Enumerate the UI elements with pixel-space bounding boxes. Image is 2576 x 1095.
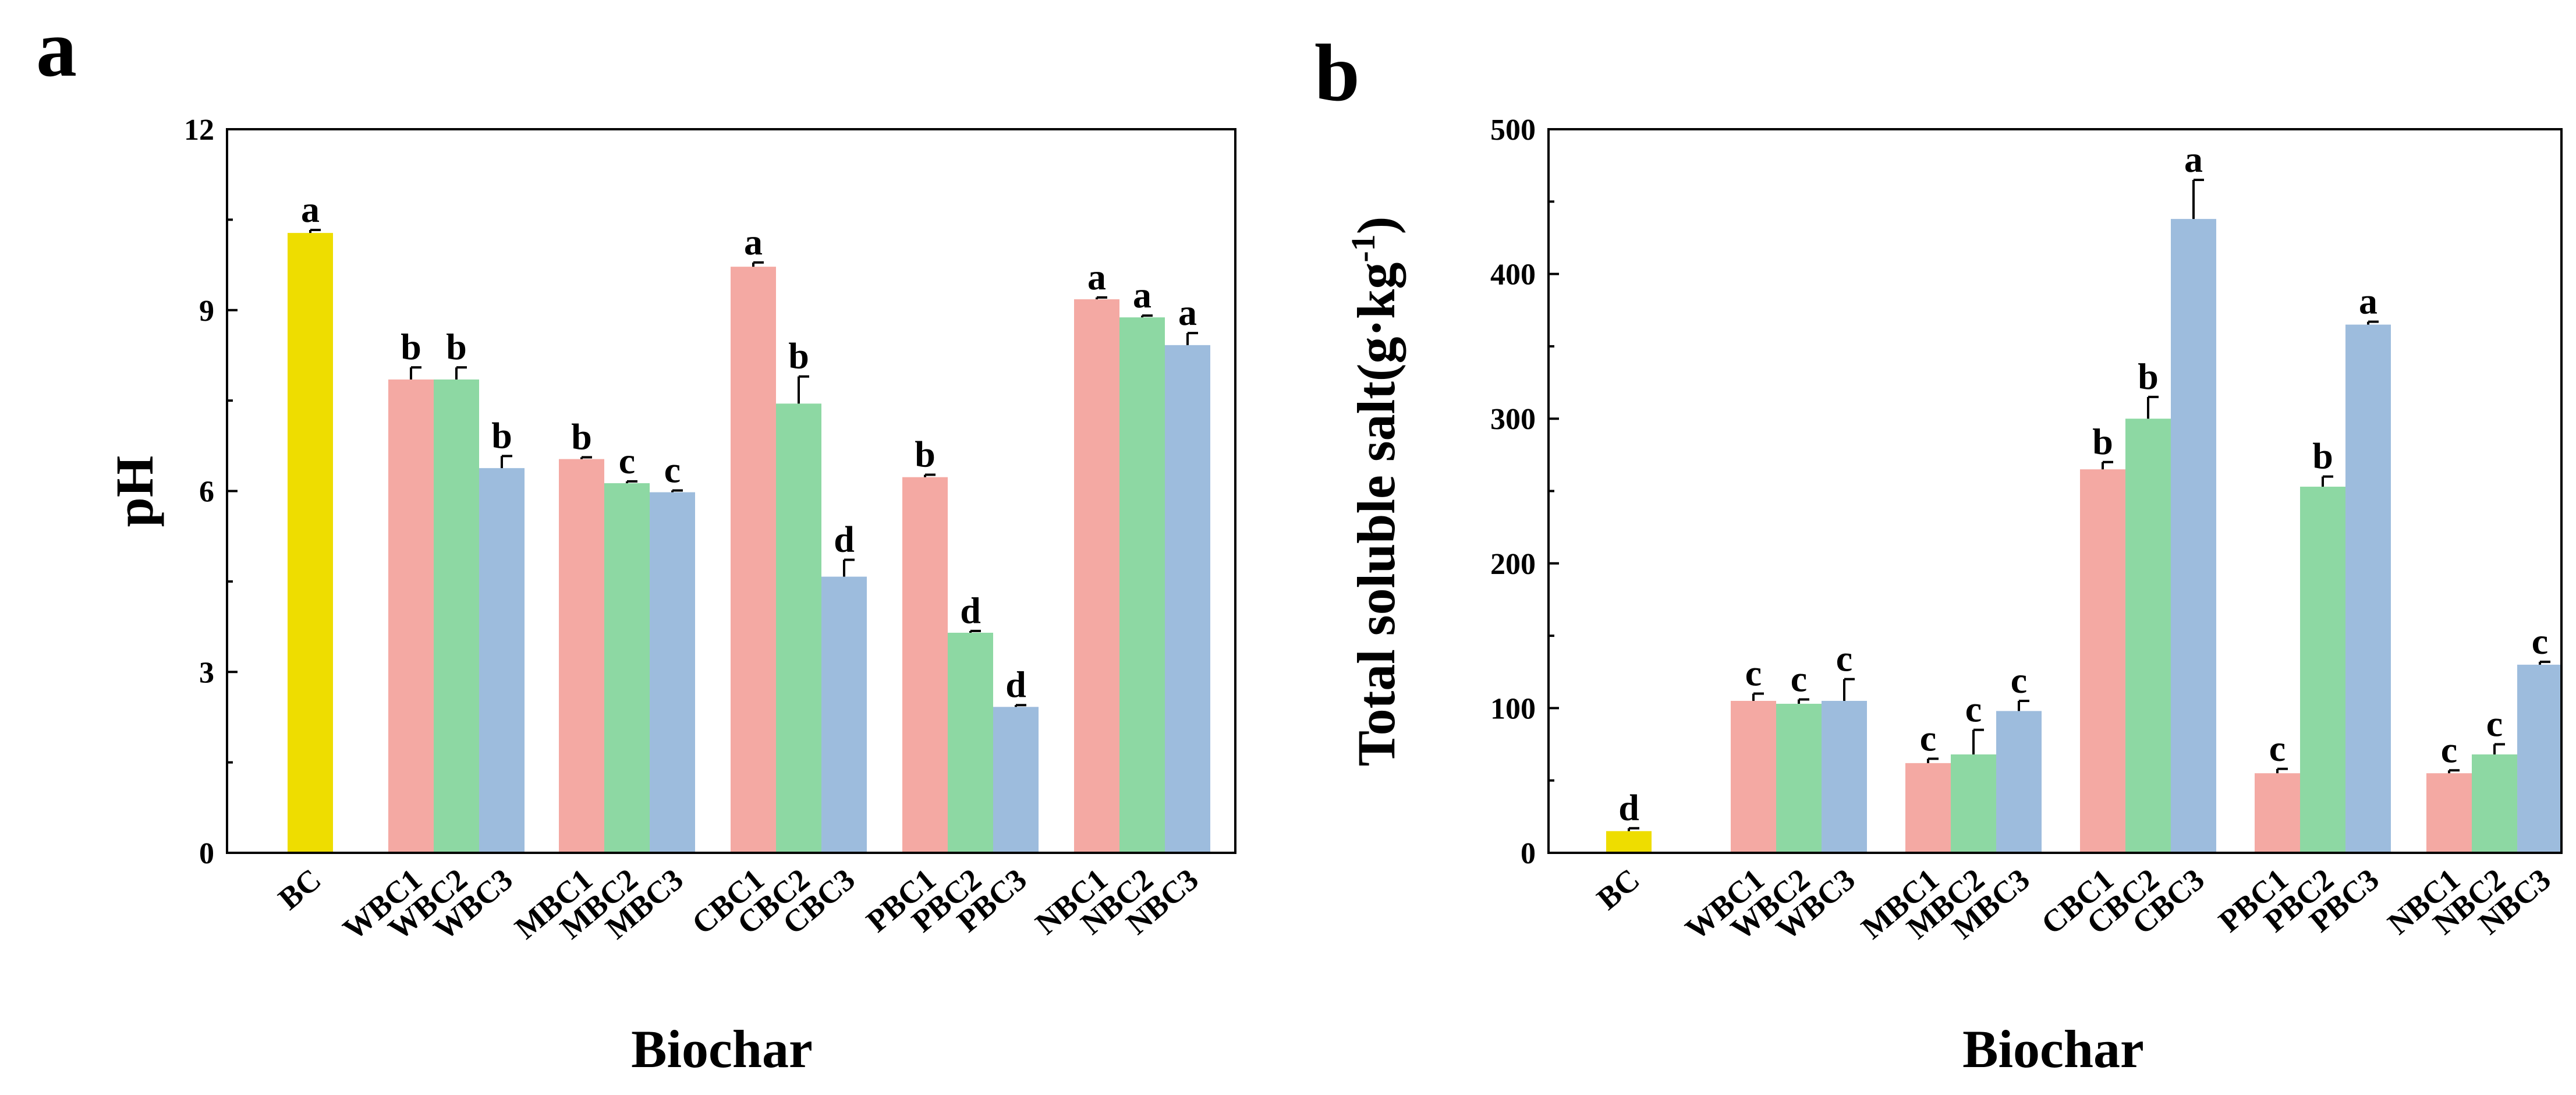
panel-b-sig-letter-wbc2: c (1791, 658, 1807, 699)
panel-b-sig-letter-pbc3: a (2359, 281, 2377, 322)
panel-a-bar-nbc2 (1119, 317, 1165, 853)
panel-a-ytick-label: 12 (184, 114, 214, 147)
panel-a-bar-nbc3 (1165, 345, 1210, 853)
panel-b-sig-letter-wbc1: c (1745, 653, 1762, 694)
panel-a-x-axis-title: Biochar (631, 1019, 813, 1079)
panel-b-ytick-label: 100 (1490, 692, 1536, 725)
panel-b-letter: b (1314, 28, 1360, 118)
panel-b-bar-pbc2 (2300, 487, 2345, 853)
panel-b-sig-letter-bc: d (1618, 787, 1639, 828)
panel-a-ytick-label: 9 (199, 295, 214, 328)
panel-b-bar-cbc2 (2125, 419, 2171, 853)
panel-b-ytick-label: 500 (1490, 114, 1536, 147)
panel-a-bar-wbc2 (434, 379, 479, 853)
panel-b-bar-pbc3 (2345, 324, 2391, 853)
panel-b-y-axis-title: Total soluble salt(g·kg-1) (1344, 217, 1406, 767)
panel-b-sig-letter-cbc2: b (2138, 356, 2159, 397)
panel-b-sig-letter-mbc2: c (1965, 689, 1982, 730)
panel-b-bar-wbc3 (1822, 700, 1867, 853)
panel-b-y-axis-title-sup: -1 (1344, 234, 1382, 262)
panel-b-chart: dBCcWBC1cWBC2cWBC3cMBC1cMBC2cMBC3bCBC1bC… (1344, 114, 2563, 1079)
panel-b-sig-letter-mbc1: c (1920, 717, 1936, 759)
panel-a-y-axis-title: pH (105, 456, 164, 527)
panel-b-sig-letter-wbc3: c (1836, 638, 1852, 679)
panel-a-sig-letter-cbc1: a (744, 221, 763, 263)
panel-a-sig-letter-bc: a (301, 189, 320, 230)
panel-b-sig-letter-pbc1: c (2269, 728, 2286, 769)
panel-a-sig-letter-pbc2: d (960, 590, 981, 631)
panel-a-bar-cbc3 (821, 576, 867, 853)
panel-a-sig-letter-cbc3: d (834, 519, 855, 560)
panel-a-bar-mbc2 (604, 483, 650, 853)
panel-b-ytick-label: 300 (1490, 403, 1536, 436)
panel-b-bar-nbc2 (2472, 754, 2517, 853)
panel-a-bar-nbc1 (1074, 299, 1119, 853)
panel-b-category-label-bc: BC (1590, 862, 1646, 916)
panel-b-x-axis-title: Biochar (1962, 1019, 2144, 1079)
panel-a-sig-letter-nbc2: a (1133, 274, 1151, 316)
panel-a-sig-letter-wbc3: b (491, 414, 512, 456)
panel-b-bar-mbc2 (1951, 754, 1996, 853)
panel-b-sig-letter-nbc1: c (2441, 729, 2457, 770)
panel-b-plot-frame (1547, 128, 2563, 854)
panel-a-sig-letter-pbc1: b (915, 434, 936, 475)
panel-a-bar-wbc3 (479, 468, 525, 853)
panel-a-letter: a (36, 3, 77, 94)
panel-a-bar-bc (288, 233, 333, 853)
panel-a-sig-letter-wbc2: b (446, 326, 467, 367)
panel-b-bar-cbc3 (2171, 219, 2216, 853)
panel-a-ytick-label: 0 (199, 837, 214, 870)
panel-a-bar-mbc1 (559, 459, 604, 853)
panel-a-chart: aBCbWBC1bWBC2bWBC3bMBC1cMBC2cMBC3aCBC1bC… (105, 114, 1236, 1079)
panel-b-sig-letter-nbc2: c (2486, 703, 2503, 745)
panel-b-bar-cbc1 (2080, 469, 2125, 853)
panel-a-ytick-label: 3 (199, 656, 214, 689)
panel-b-sig-letter-mbc3: c (2011, 660, 2027, 701)
panel-b-bar-wbc1 (1731, 700, 1776, 853)
panel-b-sig-letter-cbc1: b (2092, 421, 2113, 462)
panel-a-sig-letter-mbc3: c (664, 449, 681, 490)
panel-a-bar-mbc3 (650, 492, 695, 853)
panel-b-y-axis-title-main: Total soluble salt(g·kg (1347, 263, 1406, 767)
panel-b-bar-mbc3 (1996, 711, 2042, 853)
panel-b-bar-bc (1606, 831, 1652, 853)
panel-a-y-axis-title-main: pH (105, 456, 164, 527)
panel-a-sig-letter-nbc3: a (1178, 292, 1197, 333)
panel-b-ytick-label: 0 (1521, 837, 1536, 870)
panel-a-bar-wbc1 (388, 379, 434, 853)
panel-b-sig-letter-cbc3: a (2184, 139, 2203, 180)
panel-b-bar-nbc1 (2426, 773, 2472, 853)
panel-a-ytick-label: 6 (199, 476, 214, 509)
panel-b-sig-letter-nbc3: c (2532, 621, 2548, 662)
panel-a-bar-pbc3 (993, 707, 1039, 853)
panel-b-bar-wbc2 (1776, 703, 1822, 853)
panel-b-bar-nbc3 (2517, 664, 2563, 853)
panel-a-sig-letter-mbc1: b (571, 416, 592, 457)
panel-b-sig-letter-pbc2: b (2312, 435, 2333, 477)
panel-a-bar-cbc1 (731, 267, 776, 853)
panel-a-sig-letter-nbc1: a (1087, 256, 1106, 297)
panel-a-sig-letter-pbc3: d (1005, 664, 1026, 705)
panel-a-sig-letter-mbc2: c (619, 440, 635, 481)
panel-a-bar-pbc1 (902, 477, 948, 853)
panel-a-bar-pbc2 (948, 632, 993, 853)
panel-b-bar-mbc1 (1905, 763, 1951, 853)
panel-a-bar-cbc2 (776, 403, 821, 853)
panel-b-ytick-label: 200 (1490, 548, 1536, 581)
panel-b-y-axis-title-end: ) (1347, 217, 1406, 235)
panel-a-sig-letter-cbc2: b (788, 335, 809, 377)
panel-a-category-label-bc: BC (272, 862, 328, 916)
panel-a-sig-letter-wbc1: b (401, 326, 421, 367)
panel-b-ytick-label: 400 (1490, 258, 1536, 292)
panel-b-bar-pbc1 (2255, 773, 2300, 853)
